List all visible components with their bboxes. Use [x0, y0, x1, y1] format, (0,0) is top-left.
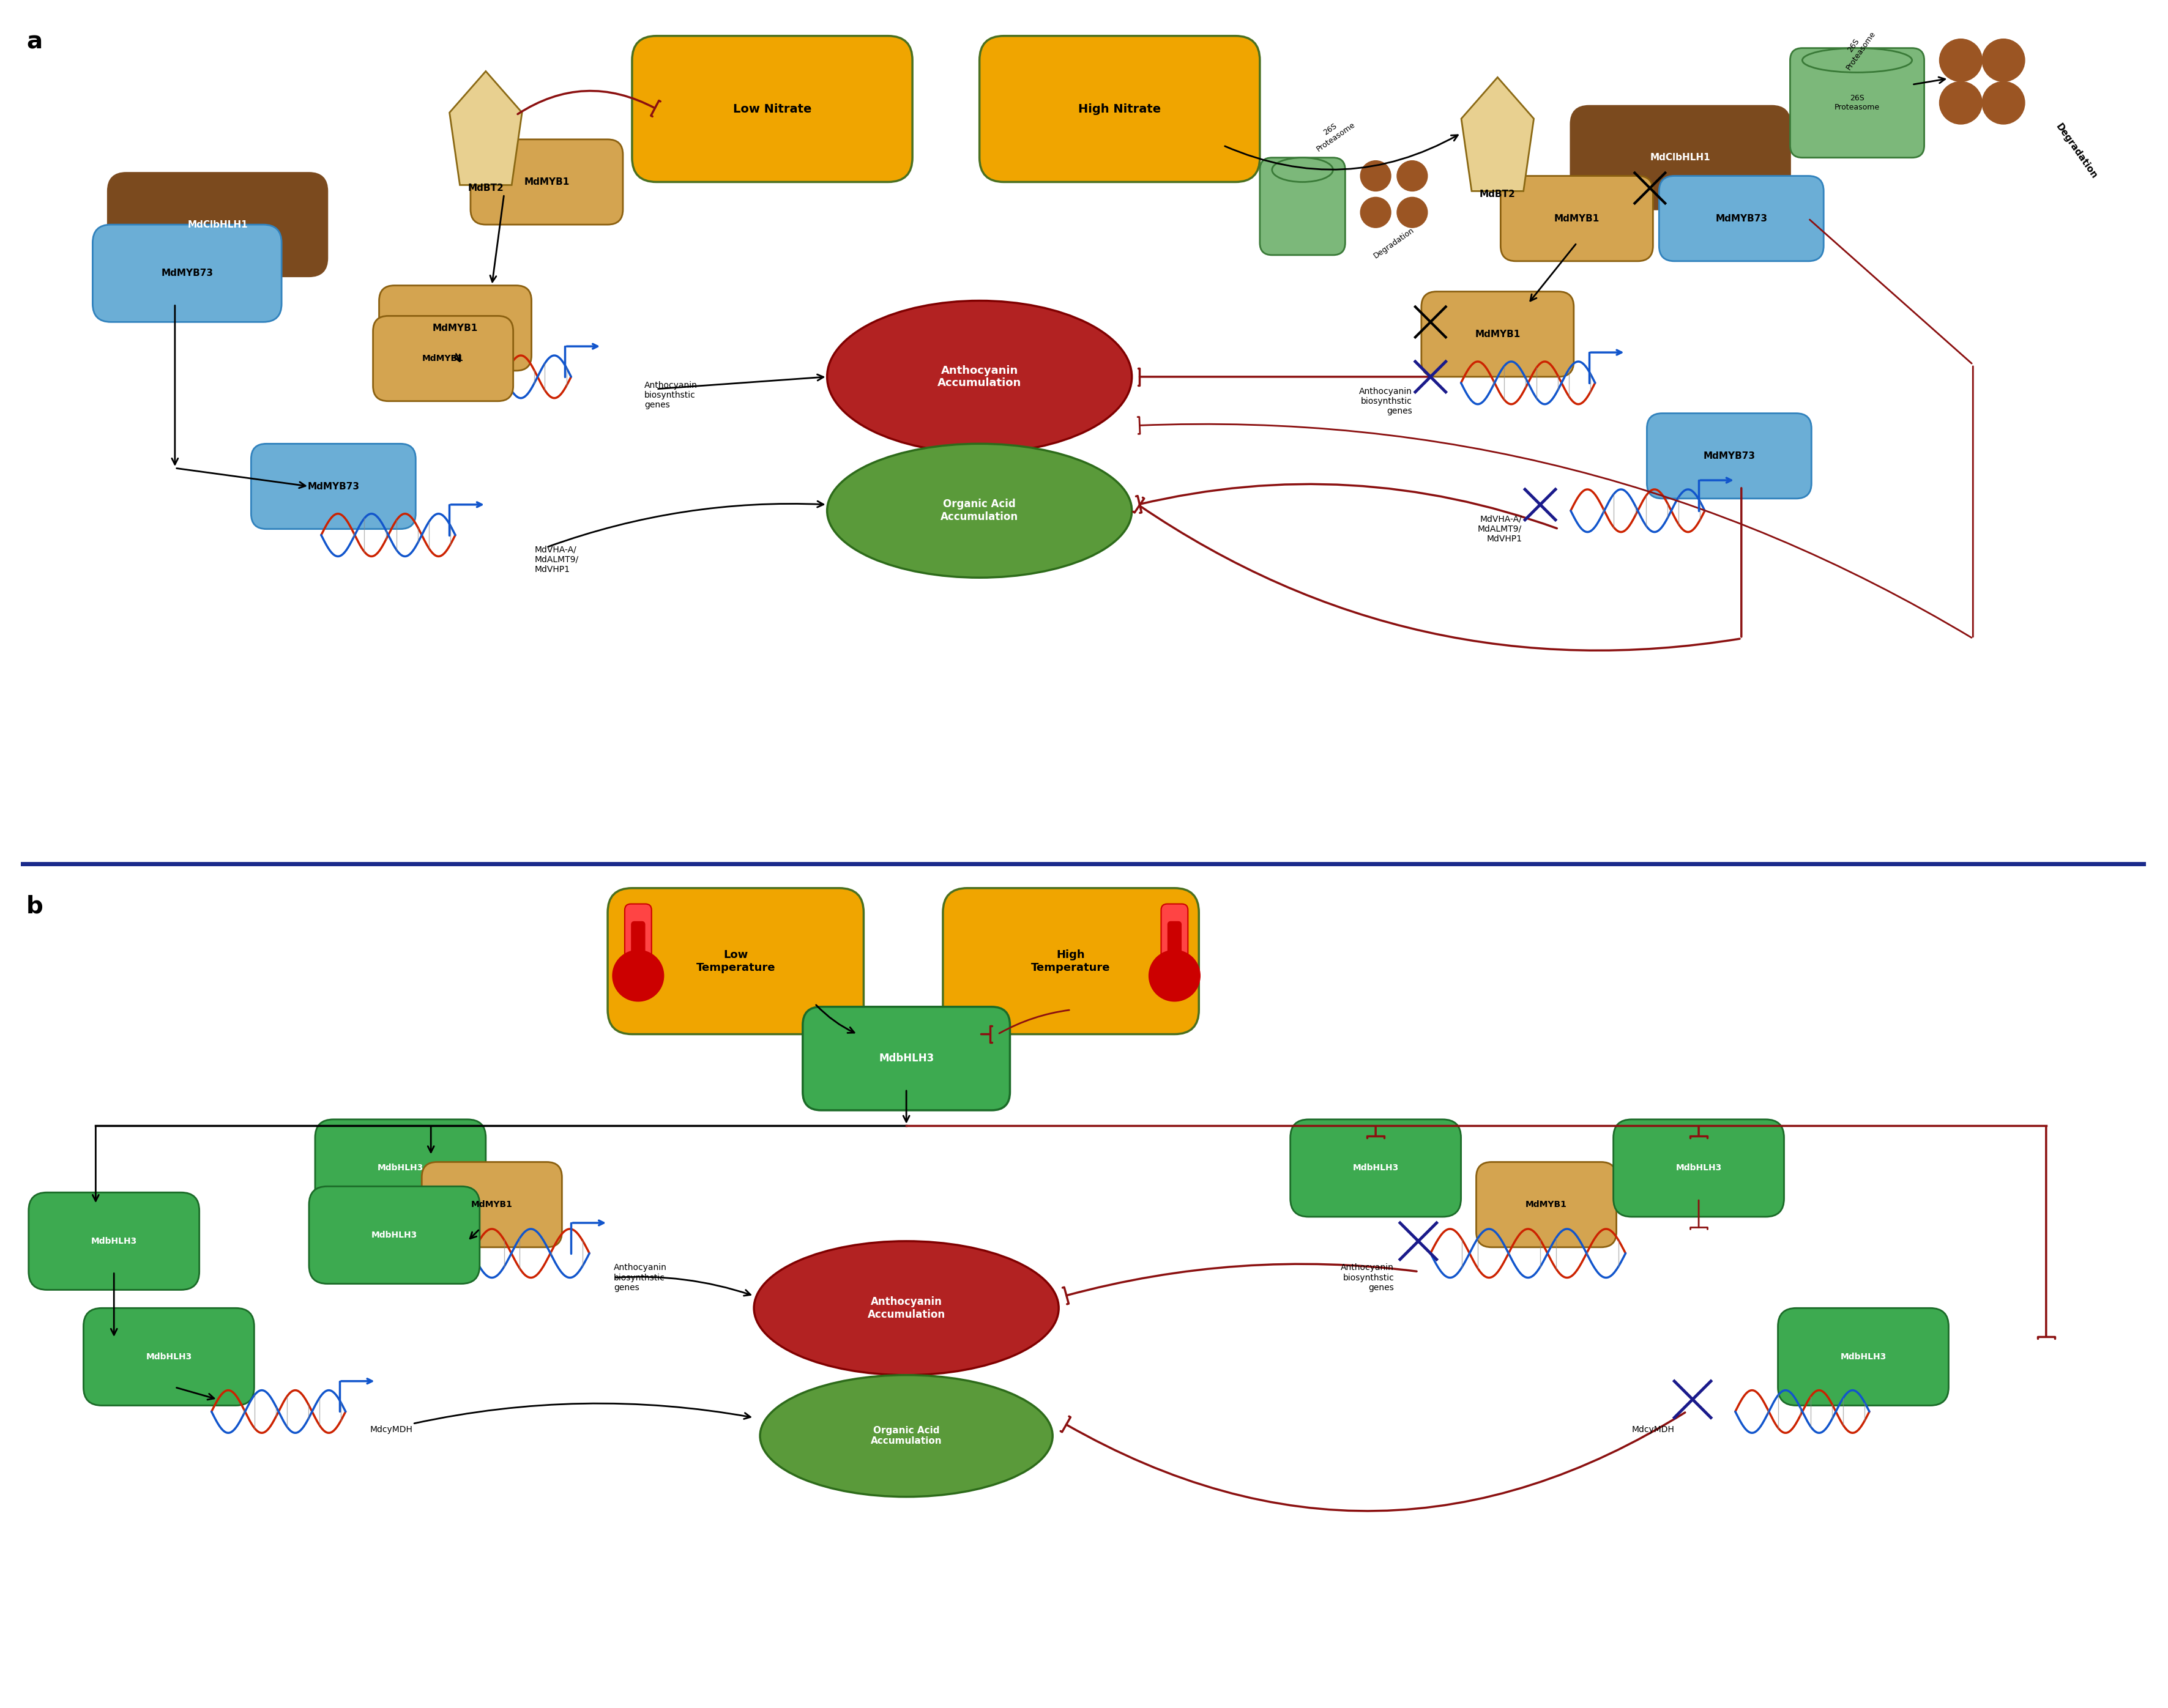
- Text: MdMYB1: MdMYB1: [1526, 1201, 1567, 1209]
- FancyBboxPatch shape: [314, 1119, 486, 1216]
- Text: MdMYB73: MdMYB73: [308, 482, 360, 490]
- Circle shape: [614, 950, 663, 1001]
- Text: MdVHA-A/
MdALMT9/
MdVHP1: MdVHA-A/ MdALMT9/ MdVHP1: [535, 545, 579, 574]
- FancyBboxPatch shape: [633, 36, 913, 183]
- Text: Low
Temperature: Low Temperature: [696, 950, 776, 974]
- Text: High Nitrate: High Nitrate: [1077, 102, 1162, 114]
- Text: High
Temperature: High Temperature: [1032, 950, 1110, 974]
- Text: a: a: [26, 31, 43, 53]
- Polygon shape: [1461, 77, 1533, 191]
- FancyBboxPatch shape: [1613, 1119, 1784, 1216]
- Ellipse shape: [826, 444, 1132, 577]
- Text: MdMYB73: MdMYB73: [1704, 451, 1756, 461]
- FancyBboxPatch shape: [85, 1308, 254, 1406]
- FancyBboxPatch shape: [93, 224, 282, 323]
- FancyBboxPatch shape: [1778, 1308, 1949, 1406]
- FancyBboxPatch shape: [251, 444, 416, 529]
- FancyBboxPatch shape: [1162, 904, 1188, 975]
- Text: MdbHLH3: MdbHLH3: [1676, 1163, 1721, 1172]
- Polygon shape: [449, 72, 522, 184]
- Text: Anthocyanin
biosynthstic
genes: Anthocyanin biosynthstic genes: [614, 1264, 668, 1291]
- Circle shape: [1359, 196, 1392, 227]
- FancyBboxPatch shape: [470, 140, 622, 224]
- Text: MdMYB1: MdMYB1: [525, 178, 570, 186]
- Text: MdbHLH3: MdbHLH3: [1841, 1353, 1886, 1361]
- Text: Degradation: Degradation: [2053, 123, 2099, 181]
- FancyBboxPatch shape: [108, 173, 327, 277]
- Ellipse shape: [1802, 48, 1912, 72]
- FancyBboxPatch shape: [943, 888, 1199, 1033]
- Text: Anthocyanin
biosynthstic
genes: Anthocyanin biosynthstic genes: [1340, 1264, 1394, 1291]
- FancyBboxPatch shape: [1648, 413, 1812, 499]
- Text: MdbHLH3: MdbHLH3: [371, 1231, 418, 1240]
- Circle shape: [1982, 82, 2025, 125]
- FancyBboxPatch shape: [631, 922, 644, 972]
- Text: MdMYB1: MdMYB1: [1554, 214, 1600, 224]
- Ellipse shape: [754, 1242, 1058, 1375]
- Circle shape: [1940, 82, 1982, 125]
- FancyBboxPatch shape: [1290, 1119, 1461, 1216]
- Text: MdMYB1: MdMYB1: [434, 323, 477, 333]
- FancyBboxPatch shape: [1476, 1161, 1617, 1247]
- Text: MdClbHLH1: MdClbHLH1: [1650, 154, 1711, 162]
- Text: Low Nitrate: Low Nitrate: [733, 102, 811, 114]
- Text: MdbHLH3: MdbHLH3: [91, 1237, 137, 1245]
- Text: MdbHLH3: MdbHLH3: [145, 1353, 191, 1361]
- Circle shape: [1982, 39, 2025, 82]
- FancyBboxPatch shape: [1422, 292, 1574, 377]
- Text: 26S
Proteasome: 26S Proteasome: [1836, 24, 1877, 72]
- Text: MdClbHLH1: MdClbHLH1: [186, 220, 247, 229]
- Circle shape: [1359, 161, 1392, 191]
- FancyBboxPatch shape: [379, 285, 531, 371]
- FancyBboxPatch shape: [1659, 176, 1823, 261]
- Ellipse shape: [1273, 157, 1333, 183]
- Text: MdMYB1: MdMYB1: [470, 1201, 512, 1209]
- Text: MdBT2: MdBT2: [1479, 190, 1515, 198]
- Text: MdcyMDH: MdcyMDH: [371, 1426, 412, 1435]
- Ellipse shape: [826, 301, 1132, 453]
- FancyBboxPatch shape: [310, 1187, 479, 1284]
- Circle shape: [1940, 39, 1982, 82]
- FancyBboxPatch shape: [1500, 176, 1652, 261]
- FancyBboxPatch shape: [624, 904, 653, 975]
- Text: Organic Acid
Accumulation: Organic Acid Accumulation: [872, 1426, 943, 1447]
- Text: MdbHLH3: MdbHLH3: [878, 1054, 934, 1064]
- Text: MdMYB1: MdMYB1: [423, 354, 464, 362]
- FancyBboxPatch shape: [1260, 157, 1344, 254]
- FancyBboxPatch shape: [373, 316, 514, 401]
- Ellipse shape: [761, 1375, 1054, 1496]
- Text: MdBT2: MdBT2: [468, 183, 503, 193]
- Text: Degradation: Degradation: [1372, 225, 1416, 260]
- Text: Anthocyanin
Accumulation: Anthocyanin Accumulation: [867, 1296, 945, 1320]
- Text: MdbHLH3: MdbHLH3: [377, 1163, 423, 1172]
- FancyBboxPatch shape: [1570, 106, 1791, 210]
- Text: MdVHA-A/
MdALMT9/
MdVHP1: MdVHA-A/ MdALMT9/ MdVHP1: [1479, 514, 1522, 543]
- FancyBboxPatch shape: [423, 1161, 562, 1247]
- Text: MdcyMDH: MdcyMDH: [1633, 1426, 1674, 1435]
- FancyBboxPatch shape: [802, 1006, 1010, 1110]
- Circle shape: [1396, 161, 1427, 191]
- Text: MdMYB1: MdMYB1: [1474, 330, 1520, 338]
- Text: Anthocyanin
biosynthstic
genes: Anthocyanin biosynthstic genes: [644, 381, 698, 410]
- FancyBboxPatch shape: [1791, 48, 1925, 157]
- Text: MdMYB73: MdMYB73: [1715, 214, 1767, 224]
- FancyBboxPatch shape: [980, 36, 1260, 183]
- Text: Anthocyanin
biosynthstic
genes: Anthocyanin biosynthstic genes: [1359, 388, 1411, 415]
- Text: b: b: [26, 895, 43, 917]
- FancyBboxPatch shape: [28, 1192, 199, 1290]
- Text: MdbHLH3: MdbHLH3: [1353, 1163, 1398, 1172]
- Text: 26S
Proteasome: 26S Proteasome: [1309, 113, 1357, 154]
- FancyBboxPatch shape: [1169, 922, 1182, 972]
- Circle shape: [1149, 950, 1201, 1001]
- Text: 26S
Proteasome: 26S Proteasome: [1834, 94, 1880, 111]
- Text: Anthocyanin
Accumulation: Anthocyanin Accumulation: [937, 366, 1021, 389]
- Text: Organic Acid
Accumulation: Organic Acid Accumulation: [941, 499, 1019, 523]
- FancyBboxPatch shape: [607, 888, 863, 1033]
- Circle shape: [1396, 196, 1427, 227]
- Text: MdMYB73: MdMYB73: [160, 268, 212, 278]
